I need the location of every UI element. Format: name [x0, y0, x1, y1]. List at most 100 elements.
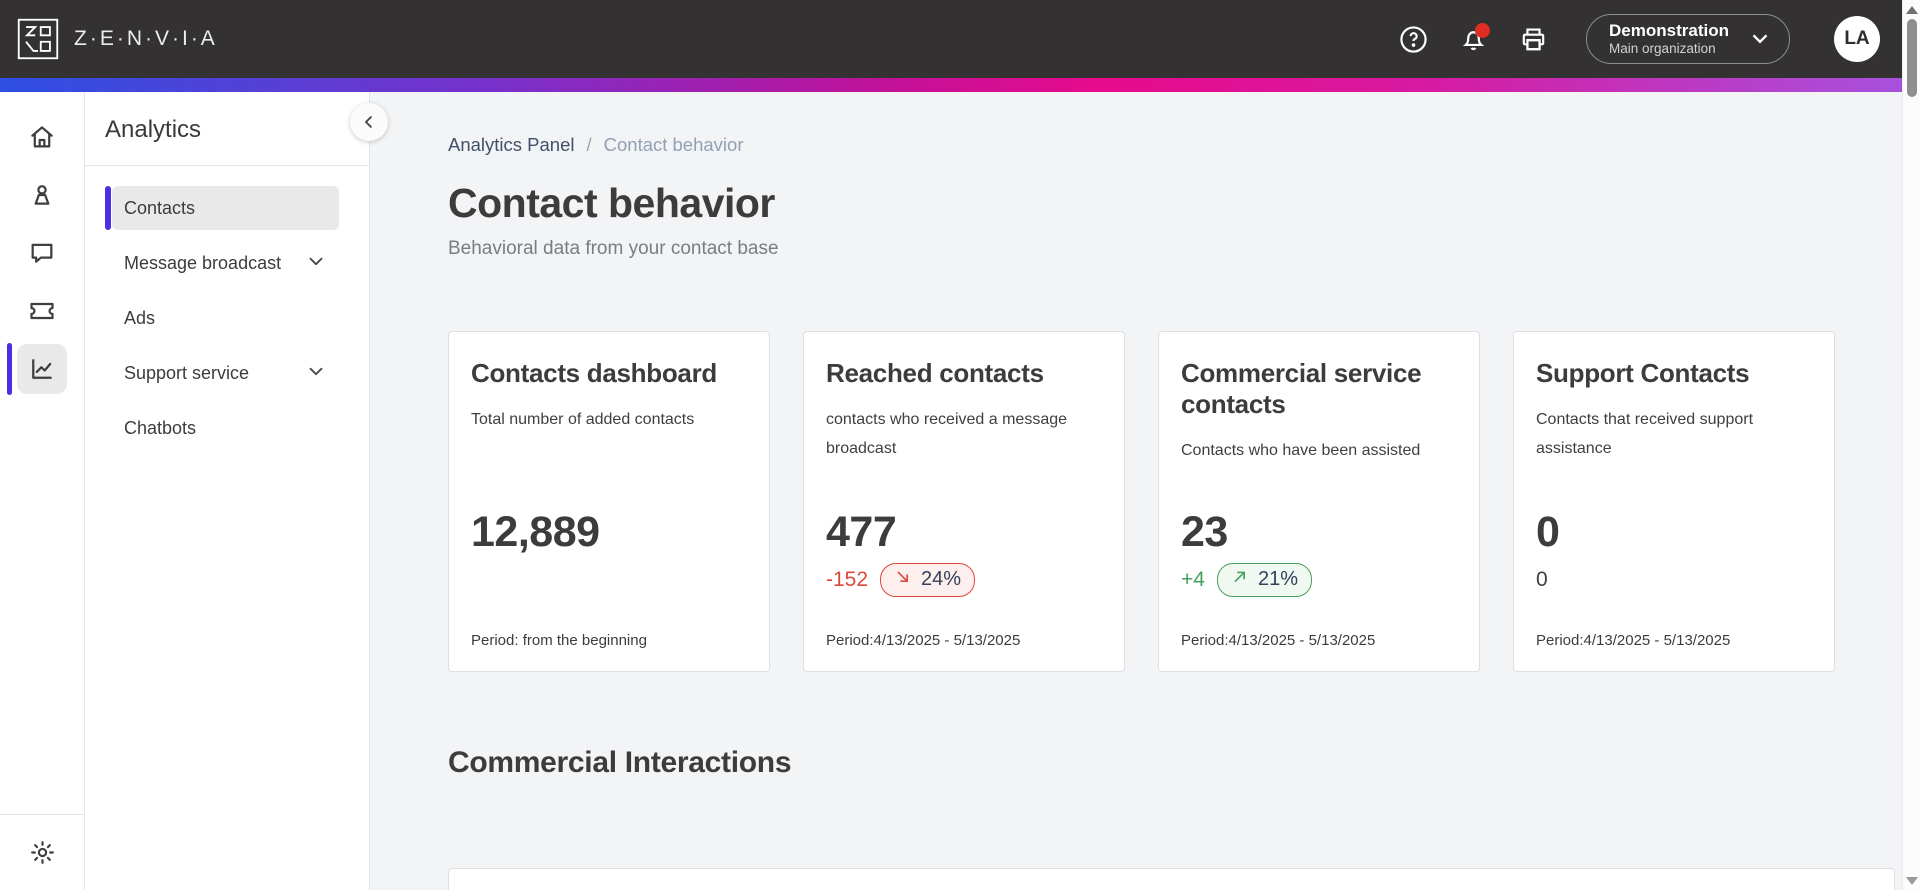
commercial-interactions-card [448, 868, 1895, 890]
page-scrollbar[interactable] [1902, 0, 1920, 890]
zenvia-logo-icon [17, 18, 59, 60]
sidebar-item-contacts[interactable] [0, 166, 84, 224]
kpi-card-period: Period:4/13/2025 - 5/13/2025 [1181, 632, 1376, 649]
kpi-card-3: Support Contacts Contacts that received … [1513, 331, 1835, 672]
collapse-panel-button[interactable] [350, 103, 388, 141]
panel-nav-list: Contacts Message broadcast Ads Support s… [85, 166, 369, 450]
ticket-icon [30, 302, 54, 320]
sidebar-item-message-broadcast[interactable]: Message broadcast [105, 241, 339, 285]
kpi-card-description: Total number of added contacts [471, 411, 695, 428]
notification-badge [1475, 23, 1491, 38]
kpi-card-title: Commercial service contacts [1181, 358, 1422, 419]
analytics-panel: Analytics Contacts Message broadcast Ads [85, 92, 388, 890]
sidebar-item-chatbots[interactable]: Chatbots [105, 406, 339, 450]
notifications-button[interactable] [1456, 22, 1491, 56]
page-subtitle: Behavioral data from your contact base [448, 238, 779, 259]
topbar: Z·E·N·V·I·A [0, 0, 1902, 78]
panel-title: Analytics [105, 116, 202, 143]
scrollbar-up-arrow[interactable] [1906, 6, 1918, 14]
contacts-icon [34, 185, 50, 205]
sidebar-item-settings[interactable] [0, 815, 84, 890]
scrollbar-thumb[interactable] [1907, 19, 1917, 97]
home-icon [31, 126, 53, 148]
sidebar-item-contacts[interactable]: Contacts [105, 186, 339, 230]
section-title: Commercial Interactions [448, 746, 792, 779]
kpi-cards-row: Contacts dashboard Total number of added… [448, 331, 1902, 672]
brand-gradient-bar [0, 78, 1902, 92]
kpi-card-0: Contacts dashboard Total number of added… [448, 331, 770, 672]
print-button[interactable] [1516, 22, 1550, 56]
help-icon [1399, 25, 1427, 53]
kpi-card-trend: -152 24% [826, 563, 976, 597]
analytics-icon [32, 359, 52, 379]
kpi-card-description: contacts who received a message broadcas… [826, 411, 1068, 457]
kpi-card-description: Contacts that received support assistanc… [1536, 411, 1754, 457]
sidebar-panel-item-label: Contacts [124, 197, 196, 218]
organization-switcher[interactable]: Demonstration Main organization [1586, 14, 1790, 64]
active-indicator-bar [105, 296, 111, 340]
kpi-card-value: 23 [1181, 508, 1228, 556]
sidebar-item-analytics[interactable] [0, 340, 84, 398]
kpi-card-value: 0 [1536, 508, 1560, 556]
sidebar-item-conversations[interactable] [0, 224, 84, 282]
kpi-card-title: Contacts dashboard [471, 358, 717, 388]
chevron-down-icon [305, 360, 327, 387]
icon-rail [0, 92, 85, 890]
organization-subtitle: Main organization [1609, 41, 1716, 56]
kpi-card-period: Period: from the beginning [471, 632, 647, 649]
sidebar-panel-item-label: Chatbots [124, 417, 197, 438]
kpi-delta-value: +4 [1181, 568, 1205, 591]
kpi-trend-badge: 21% [1216, 563, 1312, 597]
kpi-card-trend: +4 21% [1181, 563, 1312, 597]
kpi-card-title: Reached contacts [826, 358, 1044, 388]
settings-gear-icon [30, 841, 54, 864]
conversations-icon [31, 243, 53, 263]
page-title: Contact behavior [448, 180, 775, 226]
breadcrumb-separator: / [586, 134, 592, 155]
breadcrumb-parent-link[interactable]: Analytics Panel [448, 134, 575, 155]
active-indicator-bar [105, 351, 111, 395]
arrow-down-right-icon [893, 567, 913, 592]
sidebar-item-tickets[interactable] [0, 282, 84, 340]
sidebar-item-ads[interactable]: Ads [105, 296, 339, 340]
printer-icon [1522, 28, 1544, 50]
kpi-delta-value: -152 [826, 568, 869, 591]
sidebar-panel-item-label: Message broadcast [124, 252, 282, 273]
kpi-card-value: 12,889 [471, 508, 600, 556]
kpi-trend-percent: 21% [1257, 568, 1298, 590]
kpi-card-1: Reached contacts contacts who received a… [803, 331, 1125, 672]
main-content: Analytics Panel / Contact behavior Conta… [370, 92, 1902, 890]
avatar-initials: LA [1844, 28, 1870, 49]
kpi-trend-badge: 24% [880, 563, 976, 597]
organization-name: Demonstration [1609, 21, 1729, 40]
chevron-down-icon [1747, 25, 1773, 54]
active-indicator-bar [105, 241, 111, 285]
active-indicator-bar [105, 406, 111, 450]
kpi-trend-percent: 24% [921, 568, 962, 590]
sidebar-item-home[interactable] [0, 108, 84, 166]
kpi-card-period: Period:4/13/2025 - 5/13/2025 [826, 632, 1021, 649]
panel-divider [85, 165, 369, 166]
breadcrumb-current: Contact behavior [603, 134, 744, 155]
kpi-card-title: Support Contacts [1536, 358, 1750, 388]
kpi-card-subvalue: 0 [1536, 568, 1548, 591]
help-button[interactable] [1396, 22, 1430, 56]
scrollbar-down-arrow[interactable] [1906, 877, 1918, 885]
sidebar-panel-item-label: Support service [124, 362, 250, 383]
kpi-card-2: Commercial service contacts Contacts who… [1158, 331, 1480, 672]
sidebar-panel-item-label: Ads [124, 307, 156, 328]
chevron-left-icon [365, 116, 372, 128]
active-indicator-bar [105, 186, 111, 230]
sidebar-item-support-service[interactable]: Support service [105, 351, 339, 395]
zenvia-logo[interactable]: Z·E·N·V·I·A [16, 17, 218, 61]
kpi-card-value: 477 [826, 508, 897, 556]
breadcrumb: Analytics Panel / Contact behavior [448, 134, 1902, 156]
notifications-bell-icon [1462, 30, 1484, 50]
avatar[interactable]: LA [1834, 16, 1880, 62]
kpi-card-description: Contacts who have been assisted [1181, 442, 1421, 459]
brand-name: Z·E·N·V·I·A [74, 27, 218, 50]
arrow-up-right-icon [1230, 567, 1250, 592]
kpi-card-period: Period:4/13/2025 - 5/13/2025 [1536, 632, 1731, 649]
chevron-down-icon [305, 250, 327, 277]
